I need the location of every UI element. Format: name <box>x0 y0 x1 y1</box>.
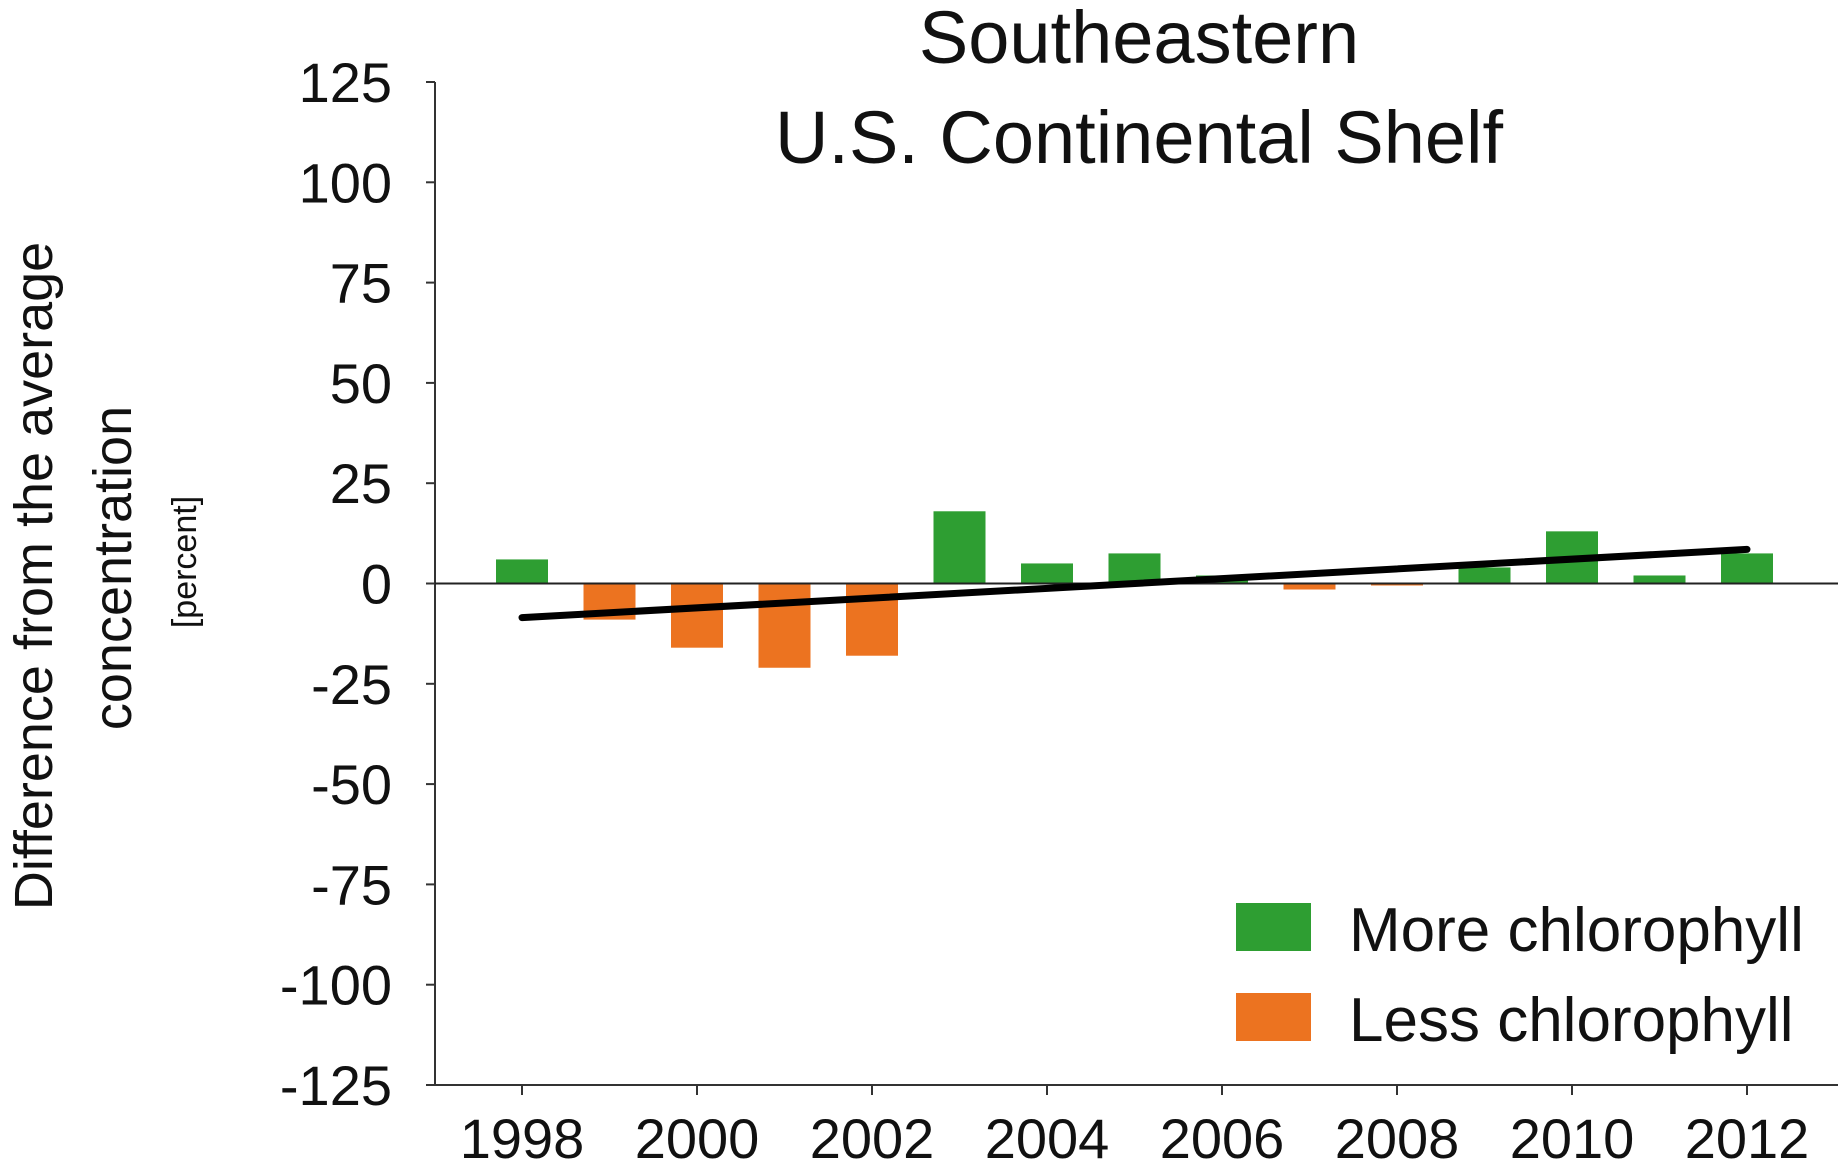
legend: More chlorophyll Less chlorophyll <box>1236 896 1804 1055</box>
y-tick-label: 25 <box>330 452 392 515</box>
y-axis-label-line-1: Difference from the average <box>4 242 64 910</box>
y-axis-label: Difference from the average concentratio… <box>4 242 204 910</box>
bar-1998 <box>496 559 548 584</box>
x-tick-label: 2000 <box>635 1107 760 1162</box>
x-tick-label: 2008 <box>1335 1107 1460 1162</box>
y-tick-label: 75 <box>330 252 392 315</box>
bar-series <box>496 511 1773 668</box>
y-tick-label: -100 <box>280 954 392 1017</box>
chart-title: Southeastern U.S. Continental Shelf <box>775 0 1504 179</box>
bar-2005 <box>1108 553 1161 584</box>
bar-2007 <box>1283 583 1336 590</box>
y-tick-label: 0 <box>361 553 392 616</box>
legend-swatch-more-chlorophyll <box>1236 903 1311 951</box>
bar-2012 <box>1721 553 1773 584</box>
y-axis-label-line-2: concentration <box>83 406 143 730</box>
bar-2004 <box>1021 563 1073 584</box>
bar-2009 <box>1458 567 1511 584</box>
y-tick-label: 100 <box>299 151 392 214</box>
x-tick-label: 2010 <box>1510 1107 1635 1162</box>
y-tick-label: 50 <box>330 352 392 415</box>
bar-2003 <box>933 511 986 584</box>
bar-2011 <box>1633 575 1686 584</box>
legend-label-less-chlorophyll: Less chlorophyll <box>1349 986 1794 1055</box>
legend-swatch-less-chlorophyll <box>1236 993 1311 1041</box>
x-tick-label: 1998 <box>460 1107 585 1162</box>
bar-2001 <box>758 583 811 668</box>
y-tick-label: -75 <box>311 853 392 916</box>
x-tick-label: 2002 <box>810 1107 935 1162</box>
x-tick-label: 2006 <box>1160 1107 1285 1162</box>
trend-line <box>518 545 1751 622</box>
y-tick-label: -125 <box>280 1054 392 1117</box>
x-tick-label: 2012 <box>1685 1107 1810 1162</box>
bar-2008 <box>1371 583 1423 586</box>
y-axis-unit-label: [percent] <box>166 496 204 628</box>
bar-2000 <box>671 583 723 648</box>
chart-title-line-2: U.S. Continental Shelf <box>775 96 1504 179</box>
x-tick-label: 2004 <box>985 1107 1110 1162</box>
x-axis-ticks: 1998 2000 2002 2004 2006 2008 2010 2012 <box>460 1085 1810 1162</box>
y-tick-label: -25 <box>311 653 392 716</box>
y-tick-label: -50 <box>311 753 392 816</box>
y-axis-tick-labels: 125 100 75 50 25 0 -25 -50 -75 -100 -125 <box>280 51 435 1117</box>
y-tick-label: 125 <box>299 51 392 114</box>
chart-title-line-1: Southeastern <box>919 0 1359 79</box>
legend-label-more-chlorophyll: More chlorophyll <box>1349 896 1804 965</box>
